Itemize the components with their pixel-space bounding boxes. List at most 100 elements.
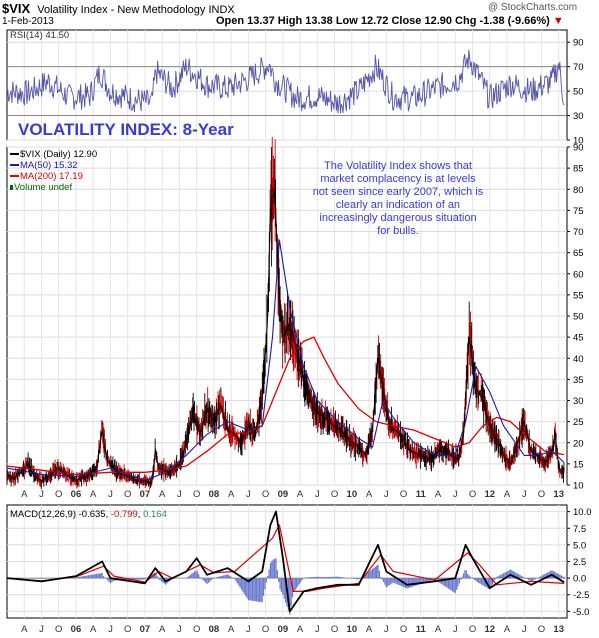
- xaxis-bottom-tick-label: 12: [484, 624, 495, 635]
- header-ticker-row: $VIX Volatility Index - New Methodology …: [2, 1, 235, 16]
- price-ytick-label: 75: [573, 206, 584, 217]
- price-legend-volume: Volume undef: [10, 182, 72, 193]
- rsi-ytick-label: 10: [573, 136, 584, 147]
- xaxis-bottom-tick-label: 07: [140, 624, 151, 635]
- xaxis-top-tick-label: O: [538, 489, 545, 500]
- xaxis-top-tick-label: O: [469, 489, 476, 500]
- rsi-ytick-label: 70: [573, 62, 584, 73]
- down-arrow-icon: ▼: [552, 15, 564, 27]
- xaxis-bottom-tick-label: J: [453, 624, 458, 635]
- xaxis-top-tick-label: J: [246, 489, 251, 500]
- price-ytick-label: 40: [573, 354, 584, 365]
- xaxis-top-tick-label: 12: [484, 489, 495, 500]
- xaxis-top-tick-label: 13: [553, 489, 564, 500]
- price-ytick-label: 90: [573, 143, 584, 154]
- xaxis-bottom-tick-label: O: [538, 624, 545, 635]
- xaxis-bottom-tick-label: O: [331, 624, 338, 635]
- price-ytick-label: 10: [573, 481, 584, 492]
- price-ytick-label: 85: [573, 164, 584, 175]
- xaxis-top-tick-label: A: [297, 489, 304, 500]
- xaxis-bottom-tick-label: O: [469, 624, 476, 635]
- price-ytick-label: 55: [573, 290, 584, 301]
- rsi-ytick-label: 50: [573, 87, 584, 98]
- xaxis-bottom-tick-label: J: [246, 624, 251, 635]
- macd-ytick-label: 0.0: [573, 574, 586, 585]
- macd-ytick-label: -5.0: [573, 607, 589, 618]
- ma200-legend-label: MA(200): [20, 171, 57, 182]
- xaxis-top-tick-label: O: [400, 489, 407, 500]
- xaxis-top-tick-label: A: [228, 489, 235, 500]
- macd-signal-line: [6, 524, 565, 593]
- price-ytick-label: 45: [573, 333, 584, 344]
- rsi-legend: RSI(14) 41.50: [10, 30, 69, 41]
- xaxis-bottom-tick-label: O: [55, 624, 62, 635]
- macd-ytick-label: 5.0: [573, 540, 586, 551]
- price-legend-ma200: MA(200) 17.19: [10, 171, 83, 182]
- macd-legend-sep1: ,: [105, 509, 111, 520]
- price-ytick-label: 80: [573, 185, 584, 196]
- xaxis-bottom-tick-label: J: [384, 624, 389, 635]
- xaxis-top-tick-label: A: [366, 489, 373, 500]
- xaxis-bottom-tick-label: A: [159, 624, 166, 635]
- xaxis-bottom-tick-label: A: [228, 624, 235, 635]
- xaxis-bottom-tick-label: A: [21, 624, 28, 635]
- quote-values: Open 13.37 High 13.38 Low 12.72 Close 12…: [216, 15, 550, 27]
- macd-ytick-label: 7.5: [573, 524, 586, 535]
- price-ytick-label: 25: [573, 417, 584, 428]
- xaxis-bottom-tick-label: 10: [347, 624, 358, 635]
- xaxis-top-tick-label: 10: [347, 489, 358, 500]
- price-ytick-label: 70: [573, 227, 584, 238]
- vix-swatch: [10, 153, 19, 156]
- xaxis-top-tick-label: J: [108, 489, 113, 500]
- xaxis-top-tick-label: J: [453, 489, 458, 500]
- xaxis-bottom-tick-label: 08: [209, 624, 220, 635]
- xaxis-bottom-tick-label: 06: [71, 624, 82, 635]
- volume-swatch: [10, 184, 13, 190]
- ticker-symbol: $VIX: [2, 1, 31, 16]
- xaxis-top-tick-label: J: [177, 489, 182, 500]
- vix-legend-label: $VIX (Daily): [20, 149, 71, 160]
- ma50-swatch: [10, 164, 19, 167]
- rsi-ytick-label: 30: [573, 111, 584, 122]
- macd-ytick-label: 2.5: [573, 557, 586, 568]
- chart-title: Volatility Index - New Methodology INDX: [37, 4, 235, 16]
- xaxis-top-tick-label: O: [193, 489, 200, 500]
- xaxis-top-tick-label: J: [384, 489, 389, 500]
- xaxis-bottom-tick-label: A: [90, 624, 97, 635]
- xaxis-bottom-tick-label: 09: [278, 624, 289, 635]
- xaxis-bottom-tick-label: J: [108, 624, 113, 635]
- ma200-legend-value: 17.19: [59, 171, 83, 182]
- vix-legend-value: 12.90: [73, 149, 98, 160]
- xaxis-top-tick-label: J: [522, 489, 527, 500]
- histogram-value: 0.164: [143, 509, 167, 520]
- price-legend-vix: $VIX (Daily) 12.90: [10, 149, 97, 160]
- price-ytick-label: 50: [573, 312, 584, 323]
- xaxis-bottom-tick-label: A: [504, 624, 511, 635]
- xaxis-bottom-tick-label: A: [366, 624, 373, 635]
- price-legend-ma50: MA(50) 15.32: [10, 160, 78, 171]
- x-axis-top: A J O 06 A J O 07 A J O 08 A J O 09 A J O 10 A J O 11 A J O 12 A J O 13: [21, 489, 564, 500]
- x-axis-bottom: A J O 06 A J O 07 A J O 08 A J O 09 A J O 10 A J O 11 A J O 12 A J O 13: [21, 624, 564, 635]
- xaxis-top-tick-label: O: [331, 489, 338, 500]
- price-ytick-label: 30: [573, 396, 584, 407]
- ma200-swatch: [10, 175, 19, 178]
- macd-line: [6, 510, 565, 613]
- rsi-panel: 10 30 50 70 90: [6, 29, 584, 147]
- xaxis-top-tick-label: A: [90, 489, 97, 500]
- xaxis-bottom-tick-label: J: [39, 624, 44, 635]
- xaxis-bottom-tick-label: 11: [416, 624, 427, 635]
- price-ytick-label: 65: [573, 248, 584, 259]
- xaxis-top-tick-label: 06: [71, 489, 82, 500]
- price-ytick-label: 35: [573, 375, 584, 386]
- xaxis-top-tick-label: 09: [278, 489, 289, 500]
- xaxis-bottom-tick-label: A: [435, 624, 442, 635]
- xaxis-bottom-tick-label: O: [124, 624, 131, 635]
- macd-panel: -5.0 -2.5 0.0 2.5 5.0 7.5 10.0: [6, 504, 592, 619]
- banner-title: VOLATILITY INDEX: 8-Year: [18, 120, 234, 139]
- xaxis-top-tick-label: 07: [140, 489, 151, 500]
- xaxis-bottom-tick-label: O: [400, 624, 407, 635]
- rsi-line: [6, 49, 565, 114]
- xaxis-top-tick-label: O: [55, 489, 62, 500]
- xaxis-bottom-tick-label: J: [522, 624, 527, 635]
